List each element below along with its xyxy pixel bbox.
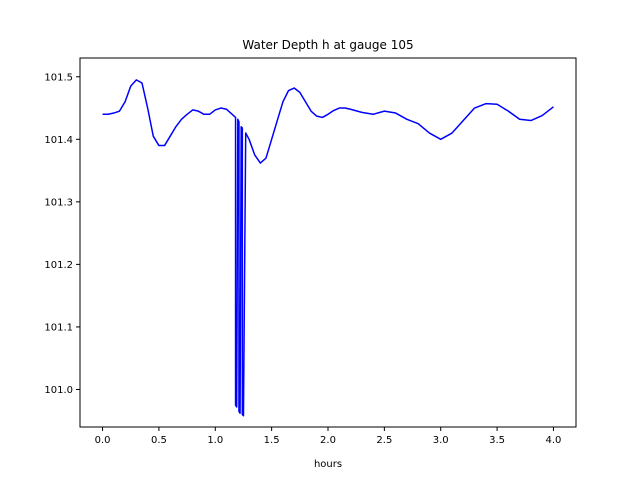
x-tick-label: 0.0	[95, 435, 111, 446]
chart-title: Water Depth h at gauge 105	[242, 38, 413, 52]
x-tick-label: 2.5	[376, 435, 392, 446]
x-tick-label: 3.0	[433, 435, 449, 446]
x-tick-label: 3.5	[489, 435, 505, 446]
y-tick-label: 101.4	[44, 135, 73, 146]
x-tick-label: 1.0	[207, 435, 223, 446]
y-axis: 101.0 101.1 101.2 101.3 101.4 101.5	[44, 72, 80, 396]
x-tick-label: 2.0	[320, 435, 336, 446]
series-line-0	[102, 79, 554, 417]
y-tick-label: 101.5	[44, 72, 73, 83]
x-axis-label: hours	[314, 459, 342, 470]
y-tick-label: 101.1	[44, 322, 73, 333]
y-tick-label: 101.3	[44, 197, 73, 208]
x-tick-label: 4.0	[546, 435, 562, 446]
y-tick-label: 101.2	[44, 260, 73, 271]
x-tick-label: 1.5	[264, 435, 280, 446]
x-axis: 0.0 0.5 1.0 1.5 2.0 2.5 3.0 3.5 4.0	[95, 427, 562, 446]
y-tick-label: 101.0	[44, 385, 73, 396]
series-layer	[102, 79, 554, 417]
plot-frame	[79, 57, 577, 428]
x-tick-label: 0.5	[151, 435, 167, 446]
